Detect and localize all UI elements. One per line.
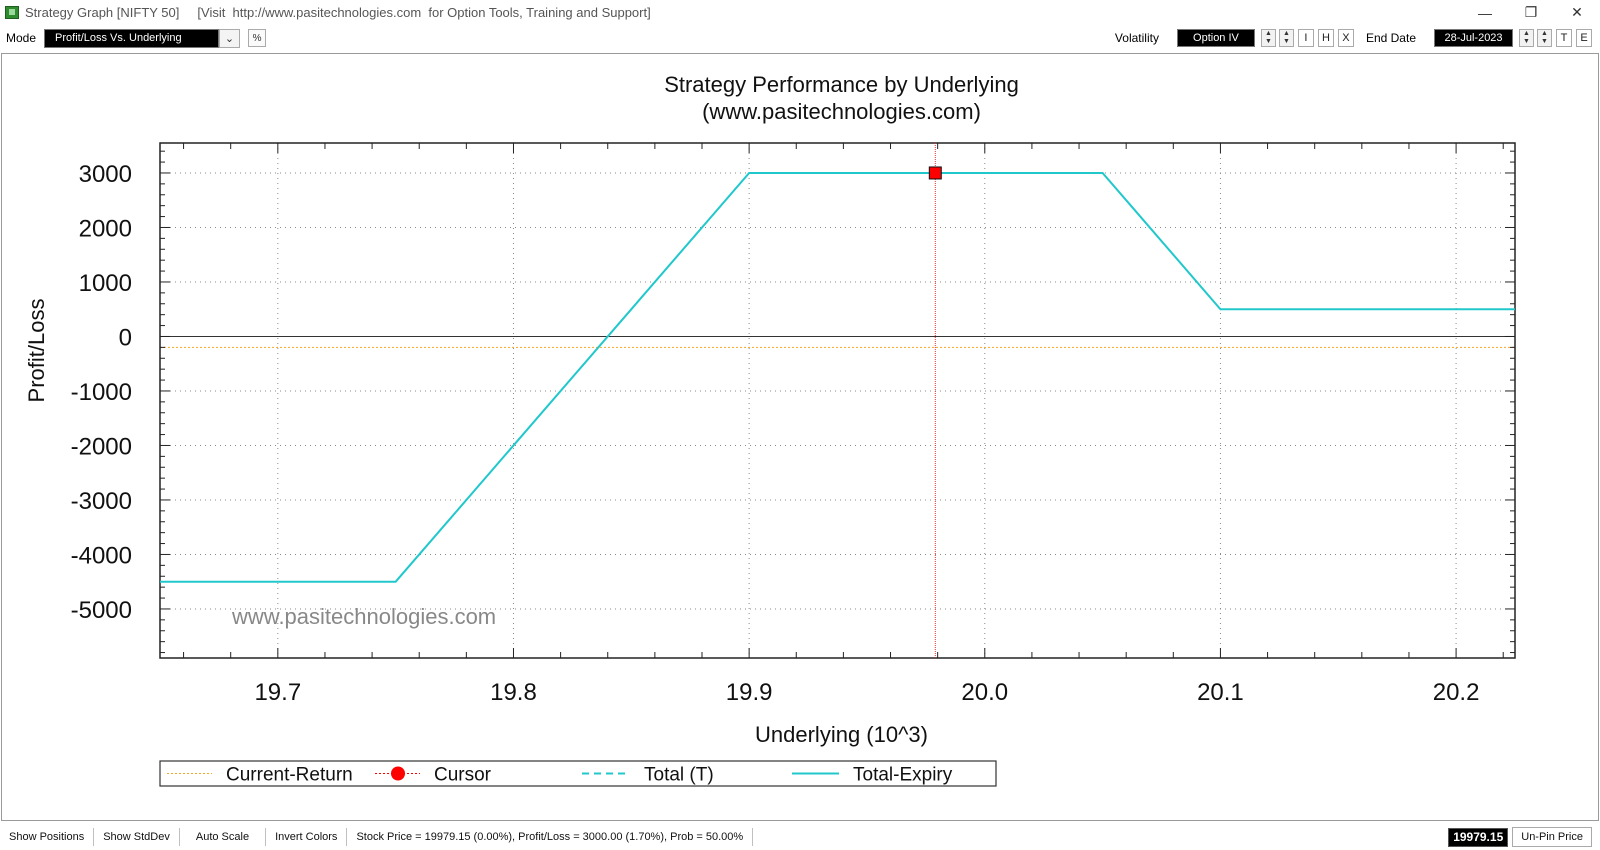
chart-title: Strategy Performance by Underlying [664,72,1019,97]
mode-value: Profit/Loss Vs. Underlying [55,32,182,44]
end-date-field[interactable]: 28-Jul-2023 [1434,29,1513,47]
close-button[interactable]: ✕ [1571,4,1583,20]
legend-label-total-expiry: Total-Expiry [853,765,953,786]
y-tick-label: -2000 [71,433,132,460]
legend-label-total-t: Total (T) [644,765,714,786]
status-bar: Show Positions Show StdDev Auto Scale In… [0,824,1600,850]
date-spin-up-down-icon-2[interactable]: ▲ ▼ [1537,29,1552,47]
volatility-label: Volatility [1114,31,1159,45]
restore-button[interactable]: ❐ [1524,4,1538,20]
cursor-marker [928,166,942,180]
mode-label: Mode [6,31,37,45]
current-price: 19979.15 [1448,827,1509,847]
x-tick-label: 20.1 [1197,679,1244,706]
x-axis-label: Underlying (10^3) [755,722,928,747]
date-e-button[interactable]: E [1576,29,1592,47]
date-t-button[interactable]: T [1556,29,1572,47]
y-tick-label: -3000 [71,488,132,515]
vol-i-button[interactable]: I [1297,29,1314,47]
vol-h-button[interactable]: H [1317,29,1334,47]
y-tick-label: 0 [119,324,132,351]
window-title: Strategy Graph [NIFTY 50] [25,5,180,20]
legend-label-cursor: Cursor [434,765,492,786]
legend-box [159,760,997,787]
vol-x-button[interactable]: X [1337,29,1354,47]
volatility-spin-up-down-icon-2[interactable]: ▲ ▼ [1278,29,1294,47]
watermark-text: www.pasitechnologies.com [231,604,496,629]
y-tick-label: -5000 [71,597,132,624]
y-tick-label: -1000 [71,379,132,406]
status-info: Stock Price = 19979.15 (0.00%), Profit/L… [347,828,754,846]
y-tick-label: -4000 [71,542,132,569]
y-axis-label: Profit/Loss [24,299,49,403]
end-date-label: End Date [1365,31,1416,45]
series-line-total-expiry [160,171,1515,583]
title-bar: Strategy Graph [NIFTY 50] [Visit http://… [0,0,1600,25]
volatility-select[interactable]: Option IV [1176,29,1255,47]
minimize-button[interactable]: — [1478,4,1492,21]
y-tick-label: 1000 [79,270,132,297]
volatility-spin-up-down-icon[interactable]: ▲ ▼ [1260,29,1276,47]
chevron-down-icon[interactable]: ⌄ [219,28,241,48]
y-tick-label: 2000 [79,215,132,242]
show-positions-button[interactable]: Show Positions [0,828,95,846]
percent-button[interactable]: % [248,29,267,47]
x-tick-label: 19.8 [490,679,537,706]
x-tick-label: 19.7 [254,679,301,706]
legend-swatch-cursor-dot [391,766,405,781]
invert-colors-button[interactable]: Invert Colors [266,828,348,846]
plot-frame [159,142,1516,659]
date-spin-up-down-icon[interactable]: ▲ ▼ [1519,29,1534,47]
series-line-total-t [160,172,1515,583]
x-tick-label: 19.9 [726,679,773,706]
app-icon [5,6,19,19]
y-tick-label: 3000 [79,161,132,188]
strategy-chart[interactable]: Strategy Performance by Underlying(www.p… [2,54,1598,820]
chart-subtitle: (www.pasitechnologies.com) [702,99,981,124]
legend-label-current-return: Current-Return [226,765,353,786]
unpin-price-button[interactable]: Un-Pin Price [1512,827,1592,847]
x-tick-label: 20.0 [961,679,1008,706]
mode-select[interactable]: Profit/Loss Vs. Underlying ⌄ [44,28,241,48]
chart-panel[interactable]: Strategy Performance by Underlying (www.p… [1,53,1599,821]
auto-scale-button[interactable]: Auto Scale [180,828,267,846]
x-tick-label: 20.2 [1433,679,1480,706]
show-stddev-button[interactable]: Show StdDev [94,828,180,846]
visit-text: [Visit http://www.pasitechnologies.com f… [197,5,651,20]
toolbar: Mode Profit/Loss Vs. Underlying ⌄ % Vola… [0,26,1600,50]
